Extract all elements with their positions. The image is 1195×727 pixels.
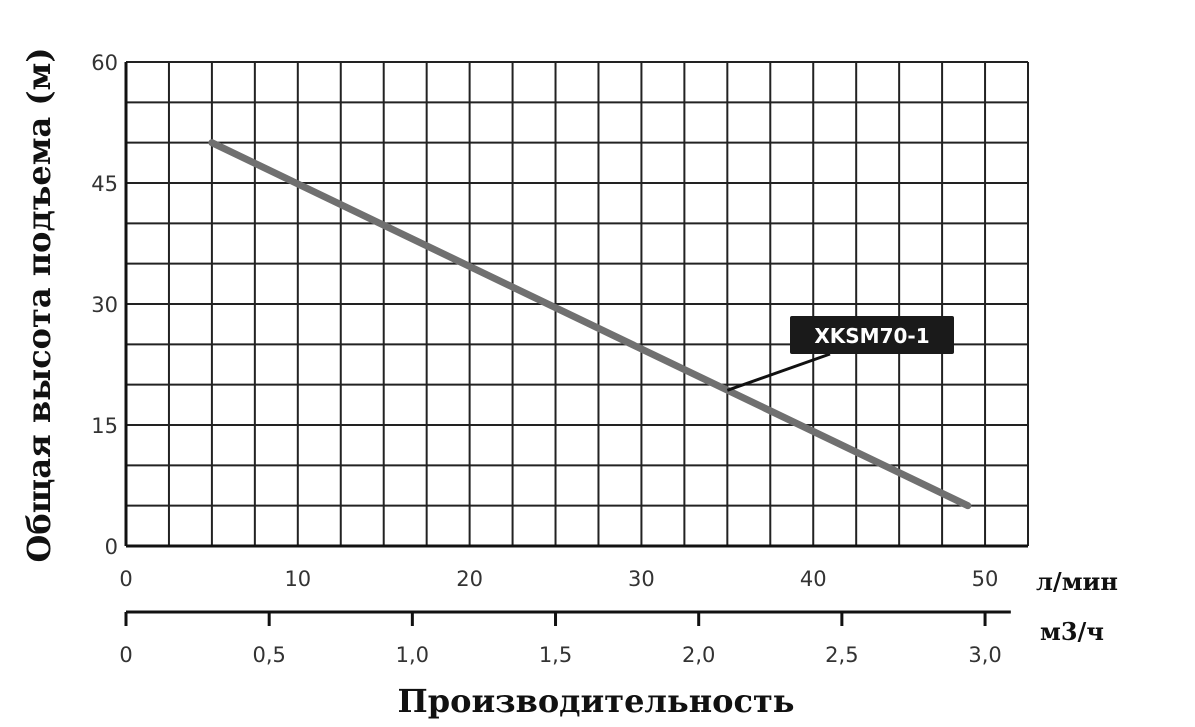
y-tick-labels: 0 15 30 45 60 xyxy=(91,51,118,559)
series-line-xksm70-1 xyxy=(208,139,972,510)
x-axis-title: Производительность xyxy=(398,682,795,720)
y-tick-label: 45 xyxy=(91,172,118,196)
y-tick-label: 30 xyxy=(91,293,118,317)
secondary-x-axis: 0 0,5 1,0 1,5 2,0 2,5 3,0 xyxy=(119,610,1011,667)
x2-unit-label: м3/ч xyxy=(1040,617,1104,646)
x2-tick-label: 1,5 xyxy=(539,643,572,667)
x-tick-label: 30 xyxy=(628,567,655,591)
x2-tick-label: 2,0 xyxy=(682,643,715,667)
x-tick-label: 0 xyxy=(119,567,132,591)
x-tick-label: 40 xyxy=(800,567,827,591)
x2-tick-label: 1,0 xyxy=(396,643,429,667)
y-axis-title: Общая высота подъема (м) xyxy=(20,48,58,563)
callout-box xyxy=(790,316,954,354)
grid xyxy=(124,61,1029,548)
x2-tick-label: 2,5 xyxy=(825,643,858,667)
curve-layer xyxy=(208,139,972,510)
x-tick-labels: 0 10 20 30 40 50 xyxy=(119,567,998,591)
x2-tick-label: 0,5 xyxy=(252,643,285,667)
callout-text: XKSM70-1 xyxy=(814,324,929,348)
x-tick-label: 20 xyxy=(456,567,483,591)
x-unit-label: л/мин xyxy=(1036,567,1118,596)
x-tick-label: 50 xyxy=(972,567,999,591)
y-tick-label: 15 xyxy=(91,414,118,438)
callout-leader-line xyxy=(726,352,831,392)
y-tick-label: 0 xyxy=(105,535,118,559)
x2-tick-label: 0 xyxy=(119,643,132,667)
x-tick-label: 10 xyxy=(284,567,311,591)
series-label-callout: XKSM70-1 xyxy=(726,316,954,392)
y-tick-label: 60 xyxy=(91,51,118,75)
x2-tick-label: 3,0 xyxy=(968,643,1001,667)
